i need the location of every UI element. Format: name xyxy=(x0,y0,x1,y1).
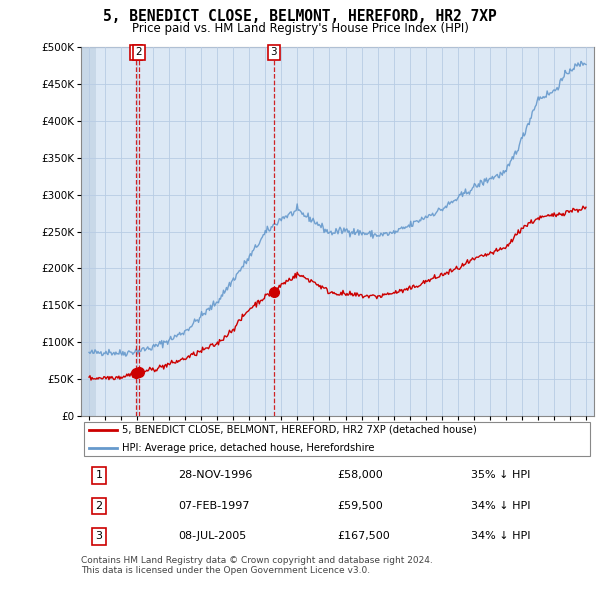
Text: 34% ↓ HPI: 34% ↓ HPI xyxy=(471,501,530,511)
Text: 07-FEB-1997: 07-FEB-1997 xyxy=(178,501,250,511)
Text: 08-JUL-2005: 08-JUL-2005 xyxy=(178,532,247,542)
Text: £58,000: £58,000 xyxy=(337,470,383,480)
Text: HPI: Average price, detached house, Herefordshire: HPI: Average price, detached house, Here… xyxy=(122,443,374,453)
Text: £59,500: £59,500 xyxy=(337,501,383,511)
Text: 3: 3 xyxy=(95,532,103,542)
Text: 2: 2 xyxy=(95,501,103,511)
Text: 5, BENEDICT CLOSE, BELMONT, HEREFORD, HR2 7XP (detached house): 5, BENEDICT CLOSE, BELMONT, HEREFORD, HR… xyxy=(122,425,477,435)
Text: 28-NOV-1996: 28-NOV-1996 xyxy=(178,470,253,480)
Text: Price paid vs. HM Land Registry's House Price Index (HPI): Price paid vs. HM Land Registry's House … xyxy=(131,22,469,35)
Text: 5, BENEDICT CLOSE, BELMONT, HEREFORD, HR2 7XP: 5, BENEDICT CLOSE, BELMONT, HEREFORD, HR… xyxy=(103,9,497,24)
Text: 1: 1 xyxy=(95,470,103,480)
Text: 2: 2 xyxy=(136,47,142,57)
Text: 3: 3 xyxy=(271,47,277,57)
Text: £167,500: £167,500 xyxy=(337,532,390,542)
Text: 35% ↓ HPI: 35% ↓ HPI xyxy=(471,470,530,480)
FancyBboxPatch shape xyxy=(83,422,590,456)
Bar xyxy=(81,47,96,416)
Text: 1: 1 xyxy=(133,47,139,57)
Text: 34% ↓ HPI: 34% ↓ HPI xyxy=(471,532,530,542)
Text: Contains HM Land Registry data © Crown copyright and database right 2024.
This d: Contains HM Land Registry data © Crown c… xyxy=(81,556,433,575)
